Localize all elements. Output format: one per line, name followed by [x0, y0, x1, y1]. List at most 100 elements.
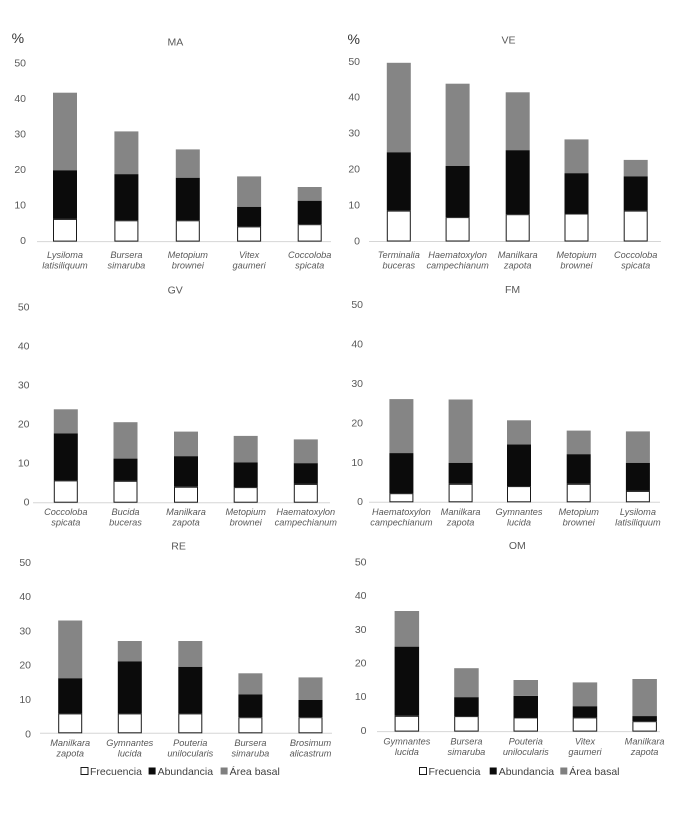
svg-text:Manilkara: Manilkara — [625, 736, 665, 746]
svg-text:buceras: buceras — [382, 261, 415, 271]
svg-text:0: 0 — [361, 725, 367, 737]
svg-text:Manilkara: Manilkara — [441, 507, 481, 517]
svg-text:Pouteria: Pouteria — [509, 736, 543, 746]
svg-text:Metopium: Metopium — [226, 507, 267, 517]
svg-text:10: 10 — [355, 691, 367, 703]
svg-text:Metopium: Metopium — [556, 250, 597, 260]
svg-text:gaumeri: gaumeri — [232, 261, 266, 271]
svg-text:30: 30 — [351, 378, 363, 390]
svg-text:Abundancia: Abundancia — [158, 766, 214, 778]
svg-text:simaruba: simaruba — [232, 748, 270, 758]
svg-text:simaruba: simaruba — [108, 261, 146, 271]
svg-text:30: 30 — [18, 380, 30, 392]
svg-text:Lysiloma: Lysiloma — [47, 250, 83, 260]
svg-text:30: 30 — [355, 624, 367, 636]
svg-text:OM: OM — [509, 540, 526, 552]
svg-text:brownei: brownei — [563, 518, 596, 528]
svg-text:30: 30 — [348, 128, 360, 140]
svg-text:Frecuencia: Frecuencia — [90, 766, 142, 778]
svg-text:Gymnantes: Gymnantes — [383, 736, 430, 746]
svg-text:buceras: buceras — [109, 518, 142, 528]
svg-text:10: 10 — [19, 694, 31, 706]
svg-text:Bursera: Bursera — [450, 736, 482, 746]
svg-text:zapota: zapota — [503, 261, 532, 271]
svg-text:Haematoxylon: Haematoxylon — [372, 507, 431, 517]
svg-text:gaumeri: gaumeri — [568, 747, 602, 757]
svg-text:Abundancia: Abundancia — [499, 766, 555, 778]
svg-text:brownei: brownei — [230, 518, 263, 528]
svg-text:40: 40 — [19, 591, 31, 603]
svg-text:50: 50 — [18, 301, 30, 313]
svg-text:spicata: spicata — [295, 261, 324, 271]
svg-text:unilocularis: unilocularis — [167, 748, 213, 758]
svg-text:Pouteria: Pouteria — [173, 738, 207, 748]
svg-text:Vitex: Vitex — [575, 736, 596, 746]
svg-text:brownei: brownei — [172, 261, 205, 271]
svg-text:FM: FM — [505, 284, 520, 296]
svg-text:MA: MA — [168, 36, 184, 48]
svg-text:Área basal: Área basal — [569, 765, 619, 778]
svg-text:0: 0 — [24, 497, 30, 509]
svg-text:latisiliquum: latisiliquum — [615, 518, 661, 528]
svg-text:VE: VE — [501, 35, 515, 47]
svg-text:Bursera: Bursera — [234, 738, 266, 748]
svg-text:Bucida: Bucida — [111, 507, 139, 517]
svg-text:zapota: zapota — [55, 748, 84, 758]
svg-text:GV: GV — [168, 285, 183, 297]
svg-text:20: 20 — [18, 419, 30, 431]
svg-text:40: 40 — [348, 92, 360, 104]
svg-text:20: 20 — [355, 658, 367, 670]
svg-text:zapota: zapota — [446, 518, 475, 528]
svg-text:Bursera: Bursera — [110, 250, 142, 260]
svg-text:spicata: spicata — [621, 261, 650, 271]
svg-text:Coccoloba: Coccoloba — [614, 250, 657, 260]
svg-text:Lysiloma: Lysiloma — [620, 507, 656, 517]
svg-text:50: 50 — [14, 58, 26, 70]
svg-text:Haematoxylon: Haematoxylon — [428, 250, 487, 260]
svg-text:40: 40 — [14, 93, 26, 105]
svg-text:40: 40 — [18, 340, 30, 352]
svg-text:simaruba: simaruba — [448, 747, 486, 757]
svg-text:Terminalia: Terminalia — [378, 250, 420, 260]
svg-text:Manilkara: Manilkara — [166, 507, 206, 517]
svg-text:Manilkara: Manilkara — [498, 250, 538, 260]
svg-text:10: 10 — [348, 200, 360, 212]
svg-text:50: 50 — [348, 56, 360, 68]
svg-text:0: 0 — [20, 235, 26, 247]
svg-text:10: 10 — [14, 199, 26, 211]
svg-text:Metopium: Metopium — [559, 507, 600, 517]
svg-text:campechianum: campechianum — [275, 518, 338, 528]
svg-text:zapota: zapota — [171, 518, 200, 528]
svg-text:40: 40 — [355, 590, 367, 602]
svg-text:Coccoloba: Coccoloba — [44, 507, 87, 517]
svg-text:50: 50 — [351, 299, 363, 311]
svg-text:10: 10 — [18, 458, 30, 470]
svg-text:latisiliquum: latisiliquum — [42, 261, 88, 271]
svg-text:lucida: lucida — [395, 747, 419, 757]
svg-text:50: 50 — [355, 556, 367, 568]
svg-text:unilocularis: unilocularis — [503, 747, 549, 757]
svg-text:20: 20 — [19, 660, 31, 672]
svg-text:Frecuencia: Frecuencia — [429, 766, 481, 778]
svg-text:spicata: spicata — [51, 518, 80, 528]
svg-text:Metopium: Metopium — [168, 250, 209, 260]
svg-text:50: 50 — [19, 557, 31, 569]
svg-text:40: 40 — [351, 339, 363, 351]
svg-text:0: 0 — [25, 728, 31, 740]
svg-text:0: 0 — [357, 496, 363, 508]
svg-text:alicastrum: alicastrum — [290, 748, 332, 758]
svg-text:Brosimum: Brosimum — [290, 738, 332, 748]
svg-text:30: 30 — [19, 625, 31, 637]
svg-text:Gymnantes: Gymnantes — [106, 738, 153, 748]
svg-text:campechianum: campechianum — [370, 518, 433, 528]
svg-text:Vitex: Vitex — [239, 250, 260, 260]
svg-text:lucida: lucida — [507, 518, 531, 528]
svg-text:20: 20 — [348, 164, 360, 176]
svg-text:10: 10 — [351, 457, 363, 469]
svg-text:20: 20 — [351, 417, 363, 429]
svg-text:Área basal: Área basal — [230, 765, 280, 778]
svg-text:Haematoxylon: Haematoxylon — [276, 507, 335, 517]
svg-text:brownei: brownei — [560, 261, 593, 271]
svg-text:campechianum: campechianum — [426, 261, 489, 271]
svg-text:30: 30 — [14, 129, 26, 141]
